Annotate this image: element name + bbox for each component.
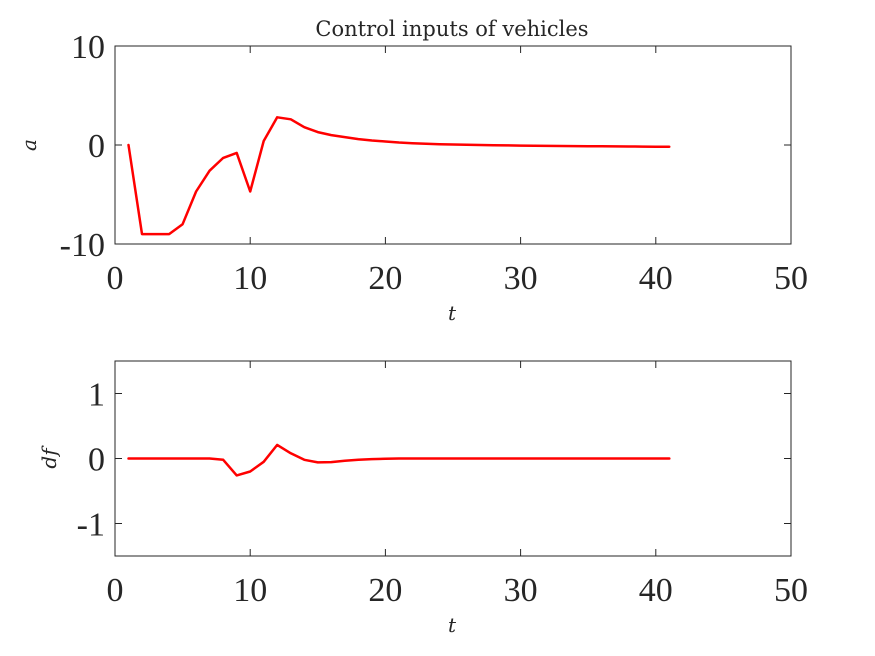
chart-2-y-tick-label: -1 [77,507,105,544]
chart-1-x-tick-label: 10 [233,260,267,297]
chart-2-x-tick-label: 0 [107,572,124,609]
chart-2-y-tick-label: 0 [88,442,105,479]
chart-2-y-tick-label: 1 [88,377,105,414]
chart-1-title: Control inputs of vehicles [315,17,588,41]
chart-1-x-tick-label: 40 [639,260,673,297]
chart-1-y-axis-label: a [17,139,41,151]
chart-1-series-line [127,116,671,236]
chart-2-y-axis-label: df [37,445,61,469]
chart-1-x-tick-label: 50 [774,260,808,297]
chart-2-x-tick-label: 20 [368,572,402,609]
chart-1-x-tick-label: 0 [107,260,124,297]
chart-1-x-tick-label: 20 [368,260,402,297]
chart-1-x-tick-label: 30 [504,260,538,297]
chart-1-y-tick-label: 0 [88,128,105,165]
chart-2-x-tick-label: 10 [233,572,267,609]
chart-1-y-tick-label: 10 [71,29,105,66]
chart-2-x-tick-label: 50 [774,572,808,609]
chart-2-series-line [127,443,671,477]
chart-1-y-tick-label: -10 [60,227,105,264]
chart-2-x-tick-label: 30 [504,572,538,609]
chart-1-x-axis-label: t [448,301,457,325]
chart-2-x-tick-label: 40 [639,572,673,609]
chart-2-x-axis-label: t [448,613,457,637]
